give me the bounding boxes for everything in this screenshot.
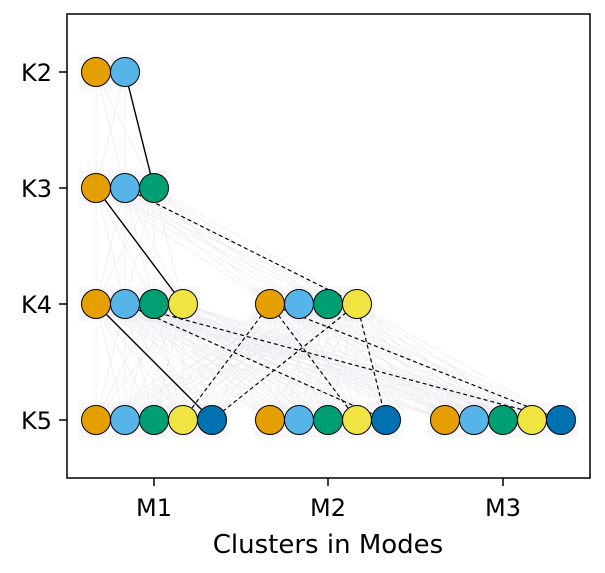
cluster-node-k4-m1-2 [110,289,140,319]
cluster-node-k3-m1-1 [81,173,111,203]
node-layer [81,57,576,435]
faint-link [356,303,504,421]
faint-link [95,303,184,421]
cluster-node-k5-m3-2 [459,405,489,435]
cluster-node-k5-m1-2 [110,405,140,435]
cluster-node-k5-m1-1 [81,405,111,435]
cluster-node-k3-m1-3 [139,173,169,203]
cluster-node-k5-m2-1 [255,405,285,435]
dashed-link [211,303,358,421]
cluster-node-k2-m1-1 [81,57,111,87]
tick-layer: K2 K3 K4 K5 M1 M2 M3 [21,59,521,522]
faint-link [356,303,562,421]
faint-link [95,303,329,421]
cluster-node-k5-m3-5 [546,405,576,435]
y-tick-label-k3: K3 [21,175,52,203]
cluster-node-k5-m2-2 [284,405,314,435]
cluster-node-k5-m2-4 [342,405,372,435]
faint-link [153,187,271,305]
cluster-node-k4-m1-4 [168,289,198,319]
cluster-node-k4-m1-3 [139,289,169,319]
cluster-node-k5-m3-4 [517,405,547,435]
cluster-node-k3-m1-2 [110,173,140,203]
cluster-node-k5-m3-3 [488,405,518,435]
faint-link [153,187,184,305]
cluster-node-k5-m1-5 [197,405,227,435]
faint-link [298,303,358,421]
cluster-node-k4-m2-3 [313,289,343,319]
dashed-link [269,303,358,421]
faint-link [95,303,126,421]
cluster-node-k2-m1-2 [110,57,140,87]
cluster-node-k4-m2-1 [255,289,285,319]
x-tick-label-m1: M1 [136,494,172,522]
cluster-node-k4-m2-2 [284,289,314,319]
faint-link [182,303,358,421]
faint-link [95,187,155,305]
faint-link [95,187,126,305]
dashed-link [124,187,358,305]
faint-link [356,303,533,421]
cluster-node-k4-m2-4 [342,289,372,319]
faint-link [95,303,300,421]
faint-link [153,187,358,305]
faint-link [95,303,155,421]
dashed-link [182,303,271,421]
y-tick-label-k5: K5 [21,407,52,435]
cluster-node-k5-m1-3 [139,405,169,435]
link-layer [95,71,562,421]
y-tick-label-k2: K2 [21,59,52,87]
cluster-node-k5-m2-3 [313,405,343,435]
dashed-link [124,303,562,421]
cluster-node-k4-m1-1 [81,289,111,319]
faint-link [153,187,300,305]
dashed-link [269,303,562,421]
faint-link [356,303,446,421]
solid-link [124,71,155,189]
x-tick-label-m2: M2 [310,494,346,522]
y-tick-label-k4: K4 [21,291,52,319]
cluster-node-k5-m3-1 [430,405,460,435]
cluster-node-k5-m2-5 [371,405,401,435]
faint-link [95,303,271,421]
cluster-node-k5-m1-4 [168,405,198,435]
solid-link [95,303,213,421]
x-axis-label: Clusters in Modes [213,530,443,560]
solid-link [95,187,184,305]
dashed-link [356,303,387,421]
faint-link [95,71,126,189]
x-tick-label-m3: M3 [485,494,521,522]
